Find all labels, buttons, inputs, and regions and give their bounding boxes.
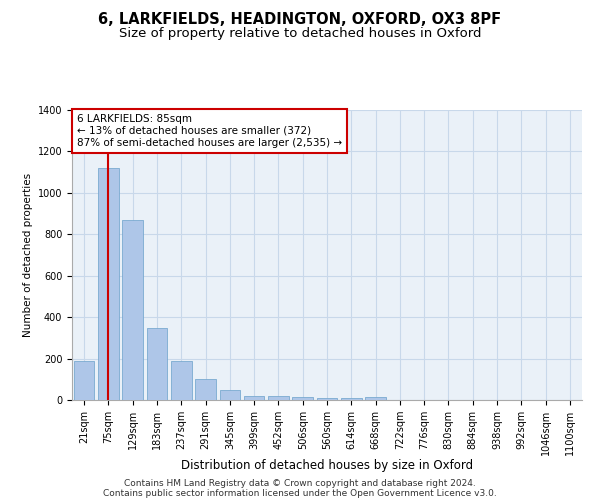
Bar: [146, 328, 167, 400]
Bar: [292, 397, 313, 400]
Bar: [122, 220, 143, 400]
Bar: [341, 398, 362, 400]
Bar: [195, 380, 216, 400]
Bar: [98, 168, 119, 400]
Bar: [268, 396, 289, 400]
Text: 6, LARKFIELDS, HEADINGTON, OXFORD, OX3 8PF: 6, LARKFIELDS, HEADINGTON, OXFORD, OX3 8…: [98, 12, 502, 28]
Bar: [171, 360, 191, 400]
Bar: [220, 390, 240, 400]
Bar: [244, 396, 265, 400]
Text: Contains HM Land Registry data © Crown copyright and database right 2024.: Contains HM Land Registry data © Crown c…: [124, 478, 476, 488]
Text: 6 LARKFIELDS: 85sqm
← 13% of detached houses are smaller (372)
87% of semi-detac: 6 LARKFIELDS: 85sqm ← 13% of detached ho…: [77, 114, 342, 148]
Text: Size of property relative to detached houses in Oxford: Size of property relative to detached ho…: [119, 28, 481, 40]
Text: Contains public sector information licensed under the Open Government Licence v3: Contains public sector information licen…: [103, 488, 497, 498]
Bar: [317, 398, 337, 400]
Y-axis label: Number of detached properties: Number of detached properties: [23, 173, 34, 337]
X-axis label: Distribution of detached houses by size in Oxford: Distribution of detached houses by size …: [181, 459, 473, 472]
Bar: [74, 360, 94, 400]
Bar: [365, 397, 386, 400]
